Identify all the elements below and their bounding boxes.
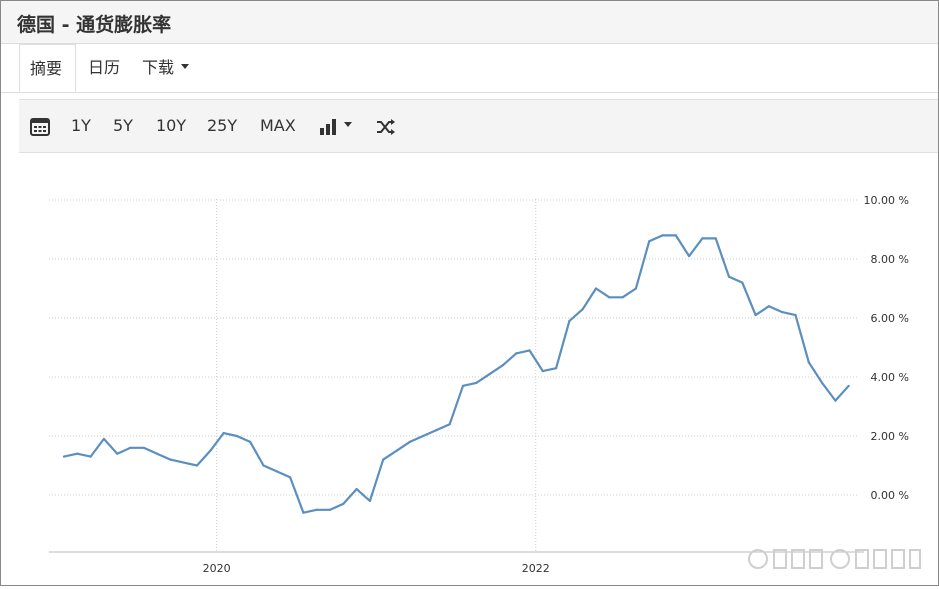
data-point [528,349,531,352]
data-point [182,461,185,464]
data-point [289,476,292,479]
data-point [408,440,411,443]
data-point [342,502,345,505]
y-tick-label: 4.00 % [871,371,909,384]
data-point [821,381,824,384]
calendar-button[interactable] [30,100,50,152]
data-point [222,431,225,435]
tab-summary[interactable]: 摘要 [19,44,76,92]
data-point [807,361,810,364]
x-tick-label: 2020 [203,562,231,575]
range-25y-button[interactable]: 25Y [207,116,238,135]
y-tick-label: 8.00 % [871,253,909,266]
y-tick-label: 2.00 % [871,430,909,443]
data-point [62,455,66,458]
data-point [235,434,238,438]
shuffle-icon [377,118,395,135]
data-point [714,237,717,240]
series-line [63,234,850,514]
shuffle-button[interactable] [376,100,396,152]
data-point [741,281,744,284]
data-point [195,464,199,467]
chart-type-button[interactable] [319,100,352,152]
data-point [76,452,79,455]
data-point [674,234,677,237]
data-point [129,446,132,449]
data-point [608,296,611,299]
data-point [156,452,159,455]
tab-download[interactable]: 下载 [142,44,190,92]
data-point [594,287,598,290]
data-point [541,370,544,373]
chevron-down-icon [344,122,352,127]
data-point [847,384,850,387]
tab-calendar-label: 日历 [88,58,121,77]
data-point [116,452,119,455]
data-point [448,423,451,426]
watermark-logo [748,549,921,569]
data-point [302,511,305,514]
bar-chart-icon [320,118,336,135]
data-point [661,234,664,237]
y-tick-label: 6.00 % [871,312,909,325]
data-point [435,429,438,432]
data-point [794,313,797,317]
data-point [767,305,771,308]
calendar-icon [30,117,50,136]
range-1y-button[interactable]: 1Y [71,116,91,135]
data-point [568,319,571,323]
data-point [142,446,145,449]
data-point [315,508,318,511]
data-point [422,434,425,438]
data-point [488,372,491,376]
data-point [555,367,558,370]
chevron-down-icon [181,64,190,69]
range-5y-button[interactable]: 5Y [113,116,133,135]
data-point [262,464,265,467]
chart-area: 10.00 % 8.00 % 6.00 % 4.00 % 2.00 % 0.00 % 202… [1,152,938,585]
data-point [102,437,105,441]
data-point [648,240,651,243]
data-point [727,275,731,278]
data-point [275,470,278,473]
title-bar: 德国 - 通货膨胀率 [1,1,938,44]
data-point [621,296,624,299]
y-tick-label: 10.00 % [864,194,909,207]
data-point [515,352,518,355]
data-point [89,455,92,458]
data-point [328,508,332,511]
data-point [355,488,358,491]
data-point [461,384,465,387]
tab-download-label: 下载 [142,58,175,77]
inflation-line-chart: 10.00 % 8.00 % 6.00 % 4.00 % 2.00 % 0.00 % 202… [49,194,909,575]
data-point [688,254,691,258]
data-point [209,449,212,452]
data-point [634,287,638,290]
range-max-button[interactable]: MAX [260,116,296,135]
data-point [581,308,584,311]
tab-calendar[interactable]: 日历 [88,44,120,92]
range-10y-button[interactable]: 10Y [156,116,187,135]
chart-toolbar: 1Y 5Y 10Y 25Y MAX [19,99,938,153]
data-point [701,237,704,240]
data-point [754,313,757,317]
data-point [249,440,252,443]
data-point [834,399,837,402]
page-title: 德国 - 通货膨胀率 [17,14,172,36]
tab-bar: 摘要 日历 下载 [1,44,938,93]
tab-summary-label: 摘要 [30,59,63,78]
y-tick-label: 0.00 % [871,489,909,502]
x-tick-label: 2022 [522,562,550,575]
data-point [395,449,398,452]
data-point [501,364,504,367]
data-point [368,499,371,502]
data-point [475,381,478,384]
data-point [382,458,385,461]
data-point [781,311,784,314]
data-point [169,458,172,461]
